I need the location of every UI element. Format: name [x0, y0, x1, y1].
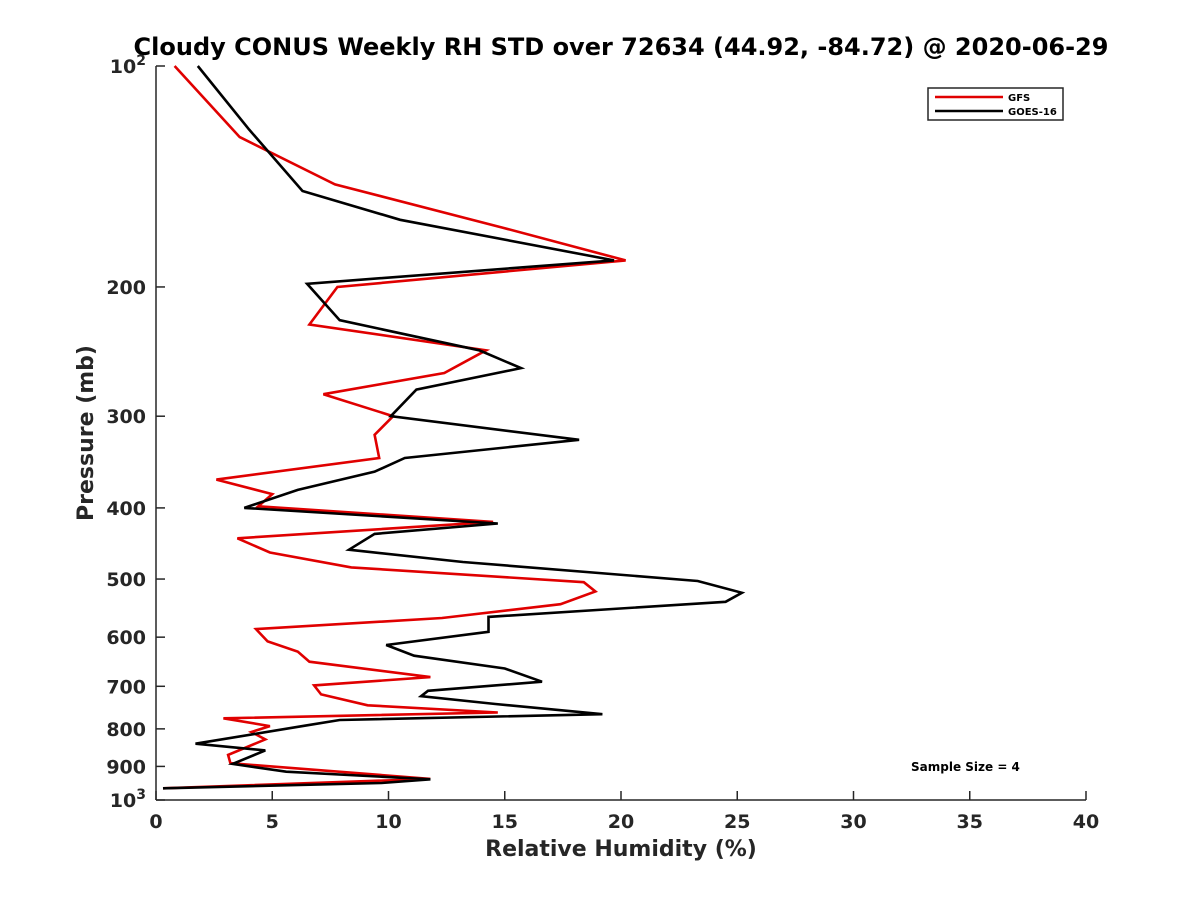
x-tick-label: 10: [375, 811, 401, 833]
chart-title: Cloudy CONUS Weekly RH STD over 72634 (4…: [134, 33, 1109, 61]
y-axis-label: Pressure (mb): [74, 345, 99, 521]
y-tick-label: 300: [106, 406, 146, 428]
y-axis-ticks: 102 200 300 400 500 600 700 800 900 103: [106, 53, 165, 812]
y-tick-label: 700: [106, 676, 146, 698]
y-tick-label: 400: [106, 498, 146, 520]
y-tick-label: 900: [106, 756, 146, 778]
series-line-goes16: [162, 65, 746, 790]
y-tick-label: 102: [110, 53, 146, 78]
sample-size-annotation: Sample Size = 4: [911, 760, 1020, 774]
x-tick-label: 30: [840, 811, 866, 833]
x-axis-ticks: 0 5 10 15 20 25 30 35 40: [149, 791, 1099, 833]
x-tick-label: 0: [149, 811, 162, 833]
y-tick-label: 200: [106, 277, 146, 299]
x-axis-label: Relative Humidity (%): [485, 837, 757, 862]
x-tick-label: 40: [1073, 811, 1099, 833]
legend-label-goes16: GOES-16: [1008, 107, 1057, 118]
legend: GFS GOES-16: [927, 87, 1064, 121]
x-tick-label: 5: [266, 811, 279, 833]
legend-label-gfs: GFS: [1008, 93, 1030, 104]
y-tick-label: 600: [106, 627, 146, 649]
x-tick-label: 35: [957, 811, 983, 833]
x-tick-label: 20: [608, 811, 634, 833]
y-tick-label: 800: [106, 719, 146, 741]
y-tick-label: 103: [110, 787, 146, 812]
x-tick-label: 25: [724, 811, 750, 833]
plot-lines: [162, 65, 746, 790]
legend-box: [927, 87, 1064, 121]
series-line-gfs: [162, 65, 626, 790]
x-tick-label: 15: [492, 811, 518, 833]
y-tick-label: 500: [106, 569, 146, 591]
